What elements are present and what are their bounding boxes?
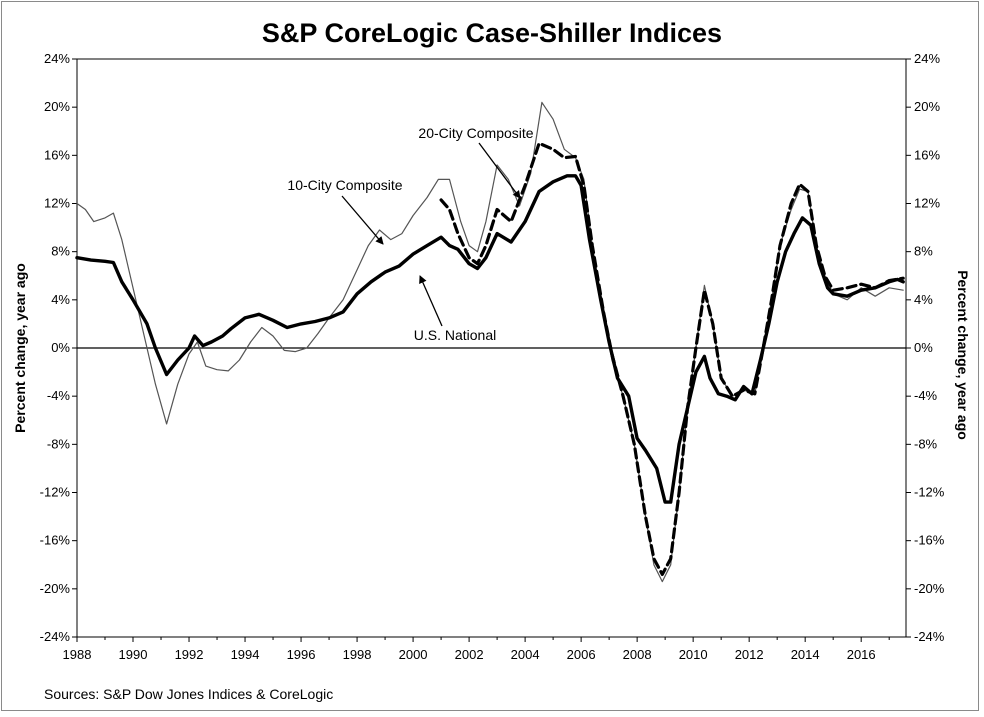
x-tick-label: 2016: [847, 647, 876, 662]
y-tick-label-left: -12%: [40, 485, 71, 500]
chart-title: S&P CoreLogic Case-Shiller Indices: [261, 18, 723, 48]
y-tick-label-left: 12%: [44, 196, 70, 211]
y-axis-title-left: Percent change, year ago: [12, 263, 28, 433]
series-20-city-composite: [439, 141, 905, 576]
x-tick-label: 1988: [63, 647, 92, 662]
annotation-arrow: [478, 142, 521, 199]
annotation-10-city-composite: 10-City Composite: [287, 177, 402, 193]
x-tick-label: 2002: [455, 647, 484, 662]
y-tick-label-right: 4%: [914, 292, 933, 307]
x-tick-label: 1992: [175, 647, 204, 662]
y-tick-label-left: 4%: [51, 292, 70, 307]
annotation-u-s-national: U.S. National: [414, 327, 496, 343]
x-tick-label: 2006: [567, 647, 596, 662]
x-tick-label: 2008: [623, 647, 652, 662]
x-tick-label: 2012: [735, 647, 764, 662]
y-tick-label-right: 16%: [914, 147, 940, 162]
y-tick-label-left: -24%: [40, 629, 71, 644]
annotation-arrow: [419, 275, 443, 327]
y-tick-label-left: 8%: [51, 244, 70, 259]
y-tick-label-left: 0%: [51, 340, 70, 355]
y-tick-label-right: 20%: [914, 99, 940, 114]
axes: 24% 24% 20% 20% 16% 16% 12% 12% 8% 8% 4% 4% 0% 0% -4% -…: [40, 51, 945, 662]
y-tick-label-left: 20%: [44, 99, 70, 114]
x-tick-label: 2004: [511, 647, 540, 662]
y-tick-label-right: -24%: [914, 629, 945, 644]
x-tick-label: 1996: [287, 647, 316, 662]
y-tick-label-left: 16%: [44, 147, 70, 162]
y-tick-label-left: -16%: [40, 533, 71, 548]
y-tick-label-right: 8%: [914, 244, 933, 259]
y-tick-label-right: -12%: [914, 485, 945, 500]
y-tick-label-right: -8%: [914, 436, 938, 451]
y-tick-label-right: -4%: [914, 388, 938, 403]
y-tick-label-left: -4%: [47, 388, 71, 403]
x-tick-label: 2000: [399, 647, 428, 662]
x-tick-label: 2014: [791, 647, 820, 662]
x-tick-label: 1990: [119, 647, 148, 662]
y-tick-label-right: 12%: [914, 196, 940, 211]
y-tick-label-right: 24%: [914, 51, 940, 66]
y-tick-label-right: 0%: [914, 340, 933, 355]
x-tick-label: 2010: [679, 647, 708, 662]
series-u-s-national: [75, 174, 905, 504]
x-tick-label: 1998: [343, 647, 372, 662]
source-note: Sources: S&P Dow Jones Indices & CoreLog…: [44, 686, 334, 702]
annotation-20-city-composite: 20-City Composite: [418, 125, 533, 141]
x-tick-label: 1994: [231, 647, 260, 662]
y-tick-label-right: -16%: [914, 533, 945, 548]
y-tick-label-left: -8%: [47, 436, 71, 451]
y-tick-label-right: -20%: [914, 581, 945, 596]
series-group: [75, 101, 905, 583]
y-axis-title-right: Percent change, year ago: [955, 270, 971, 440]
annotation-arrow: [341, 195, 384, 245]
y-tick-label-left: 24%: [44, 51, 70, 66]
y-tick-label-left: -20%: [40, 581, 71, 596]
annotations: 20-City Composite 10-City Composite U.S. N…: [287, 125, 533, 343]
